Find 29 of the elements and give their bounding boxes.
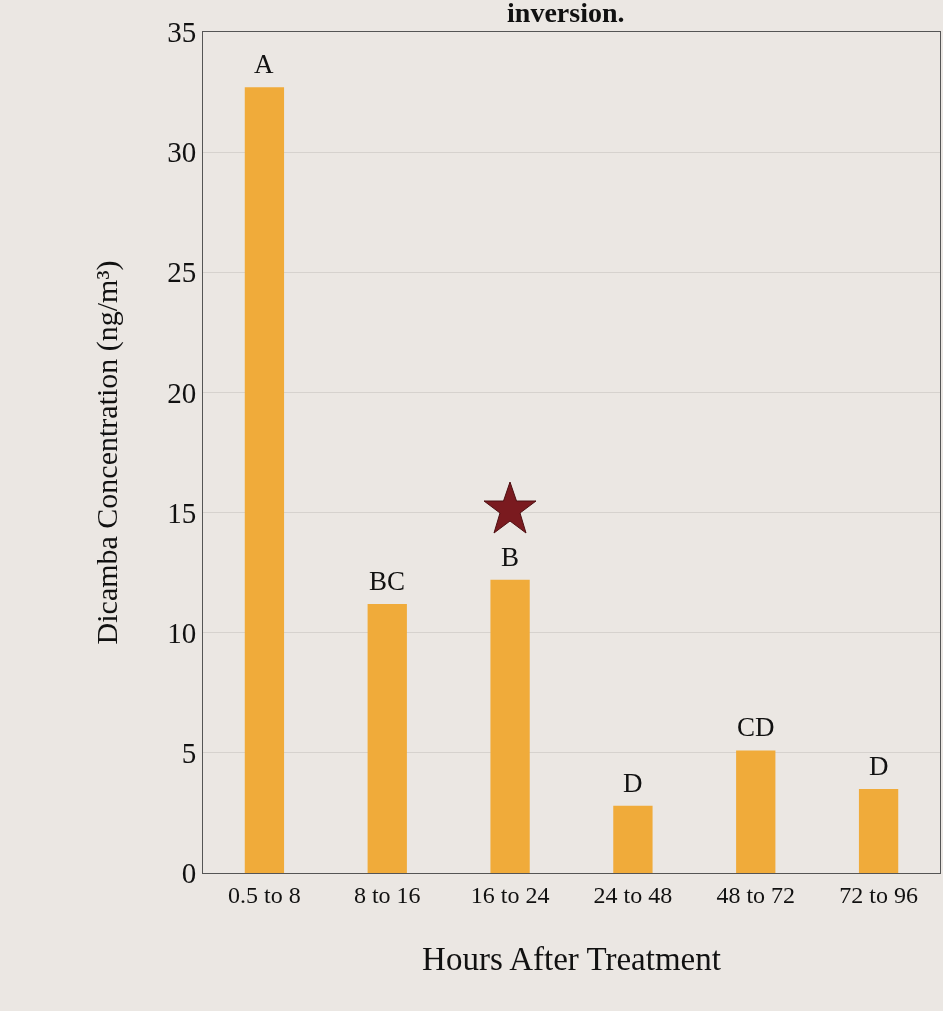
x-axis-title: Hours After Treatment xyxy=(422,941,721,978)
x-tick-label: 72 to 96 xyxy=(839,881,918,908)
annotation: BC xyxy=(369,566,406,596)
y-tick-label: 15 xyxy=(167,496,197,529)
annotation: B xyxy=(501,542,520,572)
y-axis-title: Dicamba Concentration (ng/m³) xyxy=(90,260,125,645)
bar xyxy=(367,603,407,873)
bar xyxy=(858,788,899,873)
x-tick-label: 0.5 to 8 xyxy=(228,881,301,908)
y-tick-label: 20 xyxy=(167,376,197,409)
y-tick-label: 5 xyxy=(181,737,197,770)
x-tick-label: 8 to 16 xyxy=(353,881,421,908)
bar xyxy=(613,805,653,873)
y-tick-label: 0 xyxy=(181,857,197,890)
bar xyxy=(244,87,285,873)
y-tick-label: 10 xyxy=(167,616,197,649)
x-tick-label: 16 to 24 xyxy=(470,881,550,908)
annotation: D xyxy=(623,768,643,798)
x-tick-label: 24 to 48 xyxy=(593,881,673,908)
y-tick-label: 30 xyxy=(167,136,197,169)
annotation: D xyxy=(869,751,889,781)
annotation: CD xyxy=(737,712,775,742)
x-tick-label: 48 to 72 xyxy=(716,881,796,908)
bar xyxy=(490,579,530,873)
y-tick-label: 35 xyxy=(167,16,197,49)
annotation: A xyxy=(254,49,274,79)
bar xyxy=(736,750,776,873)
chart-title: inversion. xyxy=(507,0,625,28)
y-tick-label: 25 xyxy=(167,256,197,289)
